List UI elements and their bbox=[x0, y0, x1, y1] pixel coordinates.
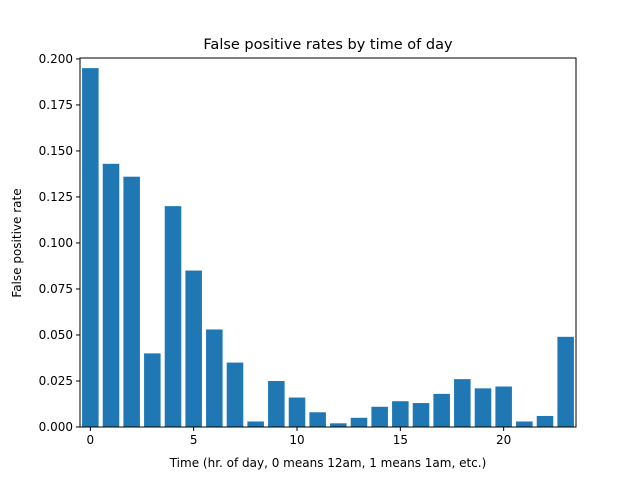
x-tick-label: 20 bbox=[496, 433, 511, 447]
x-ticks: 0 5 10 15 20 bbox=[87, 427, 511, 447]
x-tick-label: 10 bbox=[289, 433, 304, 447]
y-tick-label: 0.150 bbox=[39, 144, 73, 158]
y-tick-label: 0.175 bbox=[39, 98, 73, 112]
bar-hour-3 bbox=[144, 353, 161, 427]
bar-hour-16 bbox=[412, 403, 430, 427]
bar-hour-17 bbox=[433, 393, 450, 427]
bar-hour-12 bbox=[330, 423, 347, 427]
bar-hour-11 bbox=[309, 412, 326, 427]
y-tick-label: 0.075 bbox=[39, 282, 73, 296]
y-tick-label: 0.125 bbox=[39, 190, 73, 204]
bar-hour-14 bbox=[371, 406, 388, 427]
bar-hour-18 bbox=[454, 379, 471, 427]
bars-group bbox=[82, 68, 574, 427]
bar-hour-9 bbox=[268, 380, 285, 427]
x-tick-label: 5 bbox=[190, 433, 198, 447]
x-tick-label: 15 bbox=[393, 433, 408, 447]
bar-hour-19 bbox=[474, 388, 492, 427]
bar-hour-23 bbox=[557, 336, 574, 427]
bar-hour-10 bbox=[288, 397, 306, 427]
x-axis-label: Time (hr. of day, 0 means 12am, 1 means … bbox=[169, 456, 487, 470]
bar-hour-22 bbox=[536, 415, 554, 427]
y-tick-label: 0.025 bbox=[39, 374, 73, 388]
y-ticks: 0.000 0.025 0.050 0.075 0.100 0.125 0.150 0.175… bbox=[39, 52, 80, 434]
bar-hour-8 bbox=[247, 421, 264, 427]
plot-frame bbox=[79, 57, 577, 428]
bar-hour-5 bbox=[185, 270, 202, 427]
bar-hour-1 bbox=[102, 163, 120, 427]
bar-hour-21 bbox=[516, 421, 533, 427]
bar-hour-13 bbox=[350, 417, 368, 427]
y-tick-label: 0.000 bbox=[39, 420, 73, 434]
bar-hour-15 bbox=[392, 401, 409, 427]
bar-hour-0 bbox=[82, 68, 99, 427]
y-tick-label: 0.050 bbox=[39, 328, 73, 342]
bar-hour-6 bbox=[206, 329, 223, 427]
bar-hour-7 bbox=[226, 362, 244, 427]
y-tick-label: 0.200 bbox=[39, 52, 73, 66]
y-axis-label: False positive rate bbox=[10, 188, 24, 297]
y-tick-label: 0.100 bbox=[39, 236, 73, 250]
chart-title: False positive rates by time of day bbox=[203, 37, 453, 53]
bar-hour-2 bbox=[123, 176, 140, 427]
bar-hour-20 bbox=[495, 386, 512, 427]
bar-hour-4 bbox=[164, 206, 182, 427]
x-tick-label: 0 bbox=[87, 433, 95, 447]
